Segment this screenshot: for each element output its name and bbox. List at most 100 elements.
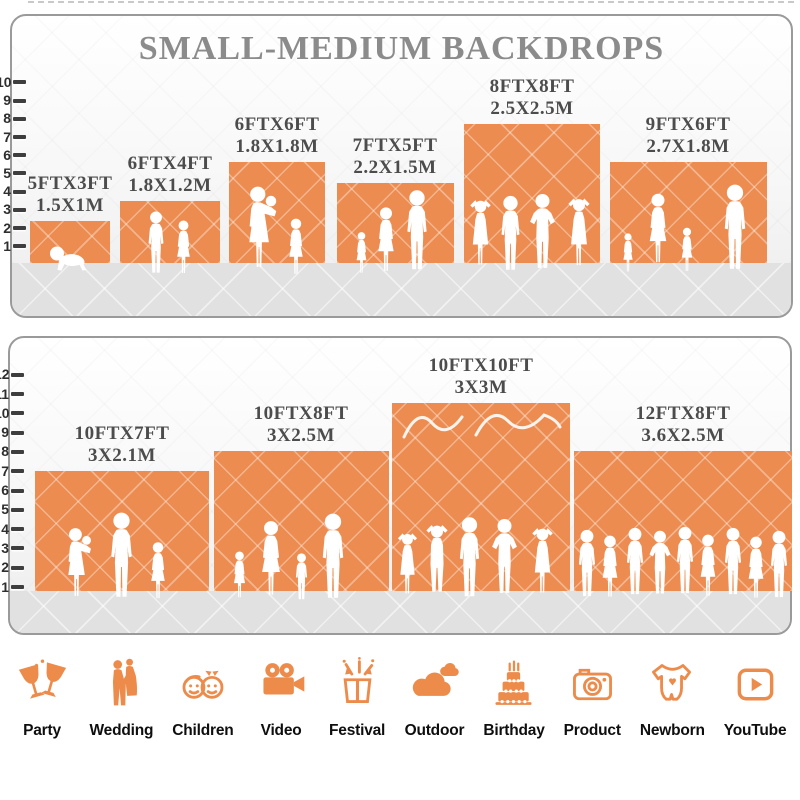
ruler-tick-mark bbox=[11, 411, 24, 416]
ruler-tick: 9 bbox=[0, 93, 30, 107]
ruler-tick: 8 bbox=[0, 444, 28, 458]
category-outdoor: Outdoor bbox=[405, 656, 465, 740]
ruler-tick: 4 bbox=[0, 520, 28, 537]
people-silhouette bbox=[50, 246, 87, 271]
ruler-tick-mark bbox=[13, 244, 26, 249]
category-label: Children bbox=[172, 722, 234, 739]
backdrop-size-label: 8FTX8FT 2.5X2.5M bbox=[489, 75, 575, 119]
category-product: Product bbox=[564, 656, 621, 740]
ruler-tick: 6 bbox=[0, 148, 30, 162]
category-label: Video bbox=[260, 722, 302, 739]
ruler-number: 12 bbox=[0, 366, 10, 383]
ruler-number: 5 bbox=[1, 501, 9, 518]
festival-icon bbox=[342, 657, 374, 704]
backdrop-size-label: 5FTX3FT 1.5X1M bbox=[27, 172, 113, 216]
ruler-tick: 3 bbox=[0, 201, 30, 218]
ruler-tick-mark bbox=[13, 153, 26, 158]
category-label: Party bbox=[23, 722, 61, 739]
ruler-number: 3 bbox=[1, 539, 9, 556]
people-silhouette bbox=[233, 513, 343, 600]
backdrop-size-label: 6FTX4FT 1.8X1.2M bbox=[127, 152, 213, 196]
ruler-tick: 11 bbox=[0, 385, 28, 402]
ruler-tick-mark bbox=[11, 449, 24, 454]
people-silhouette bbox=[578, 526, 788, 598]
people-silhouette bbox=[148, 211, 190, 273]
ruler-tick-mark bbox=[13, 226, 26, 230]
category-newborn: Newborn bbox=[640, 656, 705, 740]
category-wedding: Wedding bbox=[89, 656, 154, 740]
ruler-tick: 5 bbox=[0, 501, 28, 518]
ruler-number: 2 bbox=[1, 559, 9, 576]
ruler-tick: 10 bbox=[0, 75, 30, 89]
backdrop-10ftx8ft bbox=[214, 451, 389, 600]
people-silhouette bbox=[356, 190, 427, 273]
party-icon bbox=[18, 659, 66, 699]
people-silhouette bbox=[622, 184, 745, 272]
people-silhouette bbox=[397, 517, 553, 597]
backdrop-size-label: 12FTX8FT 3.6X2.5M bbox=[635, 402, 731, 446]
ruler-number: 11 bbox=[0, 385, 9, 402]
backdrop-size-label: 10FTX10FT 3X3M bbox=[428, 354, 534, 398]
backdrop-6ftx4ft bbox=[120, 201, 220, 273]
ruler-number: 4 bbox=[1, 520, 9, 537]
ruler-tick-mark bbox=[11, 507, 24, 512]
ruler-tick-mark bbox=[11, 527, 24, 532]
ruler-tick-mark bbox=[11, 546, 24, 551]
category-row: Party Wedding bbox=[0, 656, 800, 740]
ruler-tick-mark bbox=[13, 80, 26, 85]
ruler-tick-mark bbox=[13, 98, 26, 103]
category-label: Product bbox=[563, 722, 621, 739]
panel-title: SMALL-MEDIUM BACKDROPS bbox=[138, 30, 665, 67]
ruler-tick: 7 bbox=[0, 464, 28, 478]
category-label: Wedding bbox=[89, 722, 154, 739]
ruler-tick: 6 bbox=[0, 482, 28, 498]
category-label: Newborn bbox=[639, 722, 705, 739]
ruler-number: 10 bbox=[0, 404, 10, 421]
ruler-number: 7 bbox=[3, 128, 11, 145]
ruler-number: 2 bbox=[3, 219, 11, 236]
video-icon bbox=[263, 663, 304, 695]
ruler-tick: 8 bbox=[0, 110, 30, 127]
birthday-icon bbox=[495, 660, 533, 705]
people-silhouette bbox=[470, 193, 590, 270]
ruler-number: 6 bbox=[1, 482, 9, 498]
backdrop-10ftx7ft bbox=[35, 471, 209, 599]
ruler-tick-mark bbox=[11, 372, 24, 377]
ruler-tick-mark bbox=[13, 135, 26, 139]
script-watermark bbox=[402, 413, 562, 439]
category-birthday: Birthday bbox=[483, 656, 545, 740]
category-youtube: YouTube bbox=[724, 656, 787, 740]
ruler-tick: 1 bbox=[0, 237, 30, 254]
ruler-tick: 2 bbox=[0, 559, 28, 576]
category-children: Children bbox=[172, 656, 234, 740]
backdrop-size-label: 7FTX5FT 2.2X1.5M bbox=[352, 134, 438, 178]
floor-strip bbox=[12, 263, 791, 316]
ruler-tick-mark bbox=[11, 585, 24, 589]
backdrop-10ftx10ft bbox=[392, 403, 570, 597]
category-label: Festival bbox=[329, 722, 386, 739]
category-label: YouTube bbox=[723, 722, 787, 739]
wedding-icon bbox=[112, 658, 137, 706]
youtube-icon bbox=[737, 668, 773, 701]
backdrop-size-label: 10FTX7FT 3X2.1M bbox=[74, 422, 170, 466]
ruler-tick: 12 bbox=[0, 366, 28, 383]
ruler-number: 8 bbox=[3, 110, 11, 127]
ruler-tick: 3 bbox=[0, 539, 28, 556]
ruler-tick: 5 bbox=[0, 164, 30, 181]
ruler-number: 3 bbox=[3, 201, 11, 218]
ruler-tick: 1 bbox=[0, 580, 28, 594]
ruler-tick-mark bbox=[13, 116, 26, 121]
ruler-number: 5 bbox=[3, 164, 11, 181]
backdrop-8ftx8ft bbox=[464, 124, 600, 270]
ruler-number: 1 bbox=[3, 237, 11, 254]
ruler-tick: 10 bbox=[0, 404, 28, 421]
ruler-tick-mark bbox=[11, 488, 24, 493]
category-video: Video bbox=[253, 656, 310, 740]
category-party: Party bbox=[14, 656, 71, 740]
ruler-tick-mark bbox=[11, 430, 24, 435]
ruler-tick-mark bbox=[11, 469, 24, 474]
backdrop-12ftx8ft bbox=[574, 451, 792, 598]
category-festival: Festival bbox=[329, 656, 386, 740]
